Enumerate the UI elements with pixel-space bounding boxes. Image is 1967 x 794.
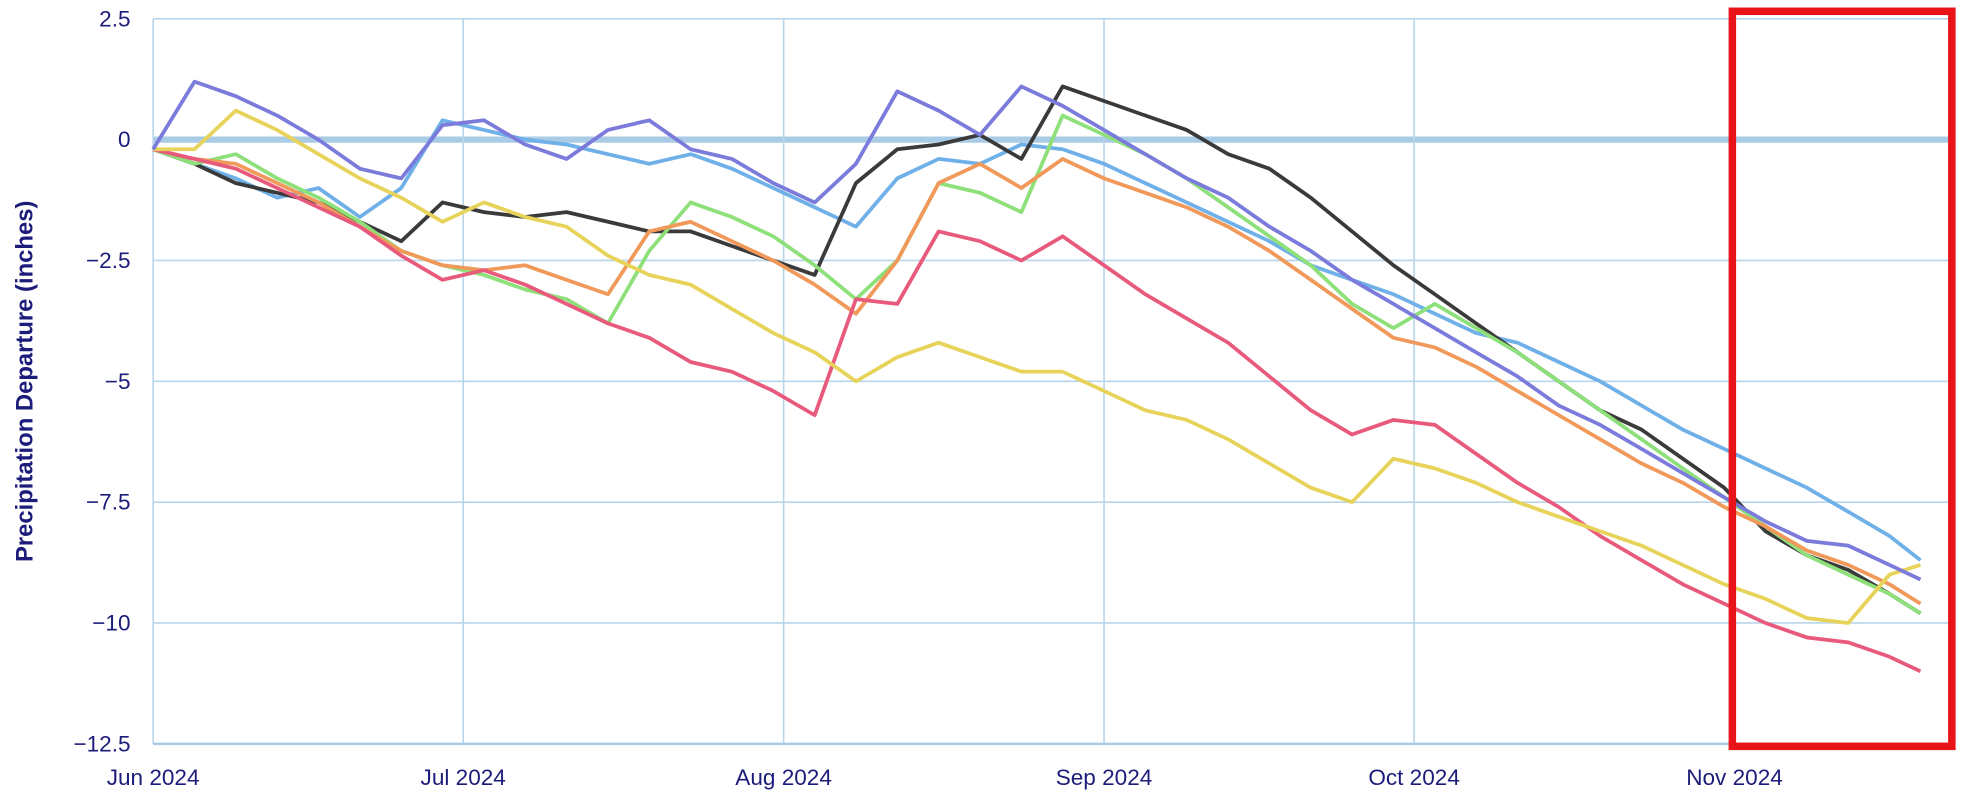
y-tick-label: 2.5 [99,6,130,31]
x-tick-label: Jul 2024 [421,765,506,790]
series-line [152,118,1922,562]
series-line [151,79,1922,582]
series-line [152,147,1922,674]
y-tick-label: 0 [118,127,131,152]
y-tick-label: −2.5 [86,248,131,273]
y-tick-label: −12.5 [73,731,130,756]
highlight-box [1728,7,1956,751]
grid [152,17,1955,746]
series-line [153,108,1922,625]
labels: 2.5 0 −2.5 −5 −7.5 −10 −12.5 Jun 2024 Jul 2024 Au… [73,6,1782,790]
y-tick-label: −7.5 [86,490,131,515]
y-axis-title: Precipitation Departure (inches) [12,201,39,562]
series-line [152,113,1922,615]
series-line [152,147,1922,606]
x-tick-label: Nov 2024 [1686,765,1783,790]
x-tick-label: Aug 2024 [735,765,832,790]
lines [151,79,1922,674]
y-tick-label: −10 [92,611,130,636]
x-tick-label: Jun 2024 [107,765,200,790]
y-tick-label: −5 [105,369,131,394]
x-tick-label: Sep 2024 [1056,765,1153,790]
x-tick-label: Oct 2024 [1368,765,1460,790]
series-line [152,84,1922,615]
